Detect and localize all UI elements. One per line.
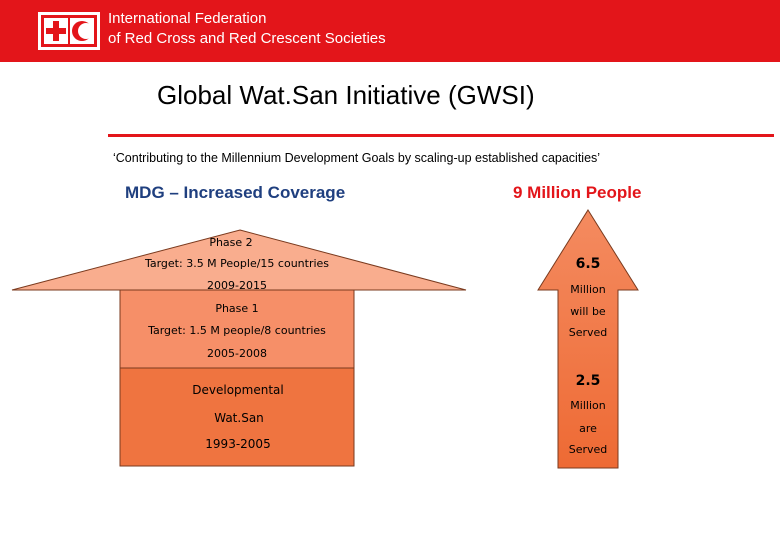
lower-line3: Served bbox=[568, 443, 608, 456]
org-name-line1: International Federation bbox=[108, 10, 267, 27]
phase2-label: Phase 2 bbox=[209, 236, 253, 249]
header-bar: International Federation of Red Cross an… bbox=[0, 0, 780, 62]
right-arrow bbox=[537, 209, 639, 469]
left-heading: MDG – Increased Coverage bbox=[125, 183, 346, 202]
lower-value: 2.5 bbox=[575, 373, 601, 389]
title-divider bbox=[108, 134, 774, 137]
upper-line3: Served bbox=[568, 326, 608, 339]
right-heading: 9 Million People bbox=[513, 183, 642, 202]
left-arrow-phase1-block bbox=[119, 289, 355, 369]
developmental-years: 1993-2005 bbox=[205, 437, 271, 451]
developmental-line2: Wat.San bbox=[214, 411, 264, 425]
phase2-target: Target: 3.5 M People/15 countries bbox=[144, 257, 330, 270]
phase2-years: 2009-2015 bbox=[207, 279, 267, 292]
left-arrow-base-block bbox=[119, 367, 355, 467]
page-title: Global Wat.San Initiative (GWSI) bbox=[157, 80, 535, 110]
upper-line1: Million bbox=[570, 283, 606, 296]
phase1-label: Phase 1 bbox=[215, 302, 259, 315]
org-name-line2: of Red Cross and Red Crescent Societies bbox=[108, 30, 386, 47]
lower-line1: Million bbox=[570, 399, 606, 412]
developmental-line1: Developmental bbox=[192, 383, 284, 397]
phase1-years: 2005-2008 bbox=[207, 347, 267, 360]
red-cross-red-crescent-logo bbox=[38, 12, 100, 50]
upper-value: 6.5 bbox=[575, 256, 601, 272]
phase1-target: Target: 1.5 M people/8 countries bbox=[148, 324, 326, 337]
subtitle: ‘Contributing to the Millennium Developm… bbox=[113, 151, 601, 165]
lower-line2: are bbox=[579, 422, 597, 435]
upper-line2: will be bbox=[570, 305, 606, 318]
